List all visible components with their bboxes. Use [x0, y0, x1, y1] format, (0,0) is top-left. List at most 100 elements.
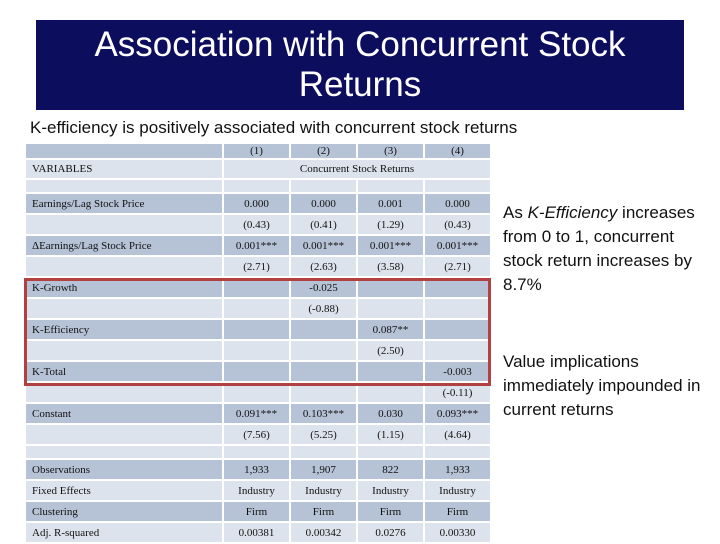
value-cell: Firm — [423, 500, 492, 523]
note1-part1: As — [503, 203, 528, 222]
coef-cell: 0.103*** — [289, 402, 358, 425]
value-cell: 1,933 — [222, 458, 291, 481]
coef-cell: 0.000 — [289, 192, 358, 215]
coef-cell: -0.003 — [423, 360, 492, 383]
value-cell: 822 — [356, 458, 425, 481]
coef-cell: 0.093*** — [423, 402, 492, 425]
value-cell: Firm — [356, 500, 425, 523]
table-row: K-Growth -0.025 — [24, 276, 492, 299]
tstat-cell: (-0.11) — [423, 381, 492, 404]
slide-title: Association with Concurrent Stock Return… — [36, 20, 684, 110]
tstat-cell: (5.25) — [289, 423, 358, 446]
tstat-cell — [356, 381, 425, 404]
value-cell: 1,933 — [423, 458, 492, 481]
row-label-k-total: K-Total — [24, 360, 224, 383]
col-number-4: (4) — [423, 142, 492, 160]
tstat-cell — [289, 339, 358, 362]
spacer-row — [24, 178, 492, 194]
col-number-2: (2) — [289, 142, 358, 160]
coef-cell: -0.025 — [289, 276, 358, 299]
tstat-cell: (0.43) — [222, 213, 291, 236]
spacer-row — [24, 444, 492, 460]
table-row: Observations 1,933 1,907 822 1,933 — [24, 458, 492, 481]
coef-cell — [289, 360, 358, 383]
note1-part3: increases from 0 to 1, concurrent stock … — [503, 203, 695, 294]
row-label-observations: Observations — [24, 458, 224, 481]
tstat-cell — [222, 297, 291, 320]
table-row: Constant 0.091*** 0.103*** 0.030 0.093**… — [24, 402, 492, 425]
coef-cell — [423, 318, 492, 341]
coef-cell — [423, 276, 492, 299]
value-cell: 0.00342 — [289, 521, 358, 544]
table-row: (-0.88) — [24, 297, 492, 320]
table-row: K-Efficiency 0.087** — [24, 318, 492, 341]
row-label-clustering: Clustering — [24, 500, 224, 523]
table-row: (-0.11) — [24, 381, 492, 404]
value-cell: Firm — [289, 500, 358, 523]
tstat-cell — [423, 339, 492, 362]
tstat-cell: (1.15) — [356, 423, 425, 446]
coef-cell: 0.000 — [222, 192, 291, 215]
column-number-row: (1) (2) (3) (4) — [24, 142, 492, 160]
coef-cell — [356, 360, 425, 383]
coef-cell — [356, 276, 425, 299]
coef-cell: 0.087** — [356, 318, 425, 341]
tstat-cell — [222, 339, 291, 362]
tstat-cell: (1.29) — [356, 213, 425, 236]
row-label-delta-earnings: ΔEarnings/Lag Stock Price — [24, 234, 224, 257]
coef-cell — [289, 318, 358, 341]
tstat-cell: (7.56) — [222, 423, 291, 446]
header-blank-cell — [24, 142, 224, 160]
coef-cell: 0.001*** — [423, 234, 492, 257]
coef-cell: 0.091*** — [222, 402, 291, 425]
row-label-adj-r-squared: Adj. R-squared — [24, 521, 224, 544]
value-cell: Firm — [222, 500, 291, 523]
table-row: Earnings/Lag Stock Price 0.000 0.000 0.0… — [24, 192, 492, 215]
tstat-cell: (0.41) — [289, 213, 358, 236]
slide-subtitle: K-efficiency is positively associated wi… — [30, 118, 518, 137]
row-label-earnings: Earnings/Lag Stock Price — [24, 192, 224, 215]
value-cell: 0.00330 — [423, 521, 492, 544]
tstat-cell: (-0.88) — [289, 297, 358, 320]
row-label-k-growth: K-Growth — [24, 276, 224, 299]
note-k-efficiency: As K-Efficiency increases from 0 to 1, c… — [503, 201, 708, 297]
coef-cell — [222, 318, 291, 341]
coef-cell — [222, 360, 291, 383]
note-value-implications: Value implications immediately impounded… — [503, 352, 701, 419]
col-number-3: (3) — [356, 142, 425, 160]
value-cell: Industry — [222, 479, 291, 502]
table-row: K-Total -0.003 — [24, 360, 492, 383]
coef-cell: 0.001*** — [356, 234, 425, 257]
table-row: (0.43) (0.41) (1.29) (0.43) — [24, 213, 492, 236]
table-row: (7.56) (5.25) (1.15) (4.64) — [24, 423, 492, 446]
row-label-constant: Constant — [24, 402, 224, 425]
table-row: (2.50) — [24, 339, 492, 362]
dependent-variable-label: Concurrent Stock Returns — [222, 158, 492, 180]
tstat-cell: (2.71) — [222, 255, 291, 278]
tstat-cell: (2.50) — [356, 339, 425, 362]
coef-cell: 0.000 — [423, 192, 492, 215]
coef-cell: 0.001*** — [222, 234, 291, 257]
note1-emphasis: K-Efficiency — [527, 203, 618, 222]
tstat-cell: (0.43) — [423, 213, 492, 236]
coef-cell — [222, 276, 291, 299]
coef-cell: 0.001 — [356, 192, 425, 215]
tstat-cell: (2.63) — [289, 255, 358, 278]
value-cell: Industry — [356, 479, 425, 502]
regression-table: (1) (2) (3) (4) VARIABLES Concurrent Sto… — [24, 142, 492, 544]
tstat-cell: (2.71) — [423, 255, 492, 278]
table-row: Fixed Effects Industry Industry Industry… — [24, 479, 492, 502]
tstat-cell: (4.64) — [423, 423, 492, 446]
value-cell: 1,907 — [289, 458, 358, 481]
tstat-cell: (3.58) — [356, 255, 425, 278]
coef-cell: 0.030 — [356, 402, 425, 425]
variables-label: VARIABLES — [24, 158, 224, 180]
tstat-cell — [289, 381, 358, 404]
table-row: Clustering Firm Firm Firm Firm — [24, 500, 492, 523]
row-label-fixed-effects: Fixed Effects — [24, 479, 224, 502]
coef-cell: 0.001*** — [289, 234, 358, 257]
dependent-variable-row: VARIABLES Concurrent Stock Returns — [24, 158, 492, 180]
tstat-cell — [356, 297, 425, 320]
tstat-cell — [222, 381, 291, 404]
table-row: Adj. R-squared 0.00381 0.00342 0.0276 0.… — [24, 521, 492, 544]
